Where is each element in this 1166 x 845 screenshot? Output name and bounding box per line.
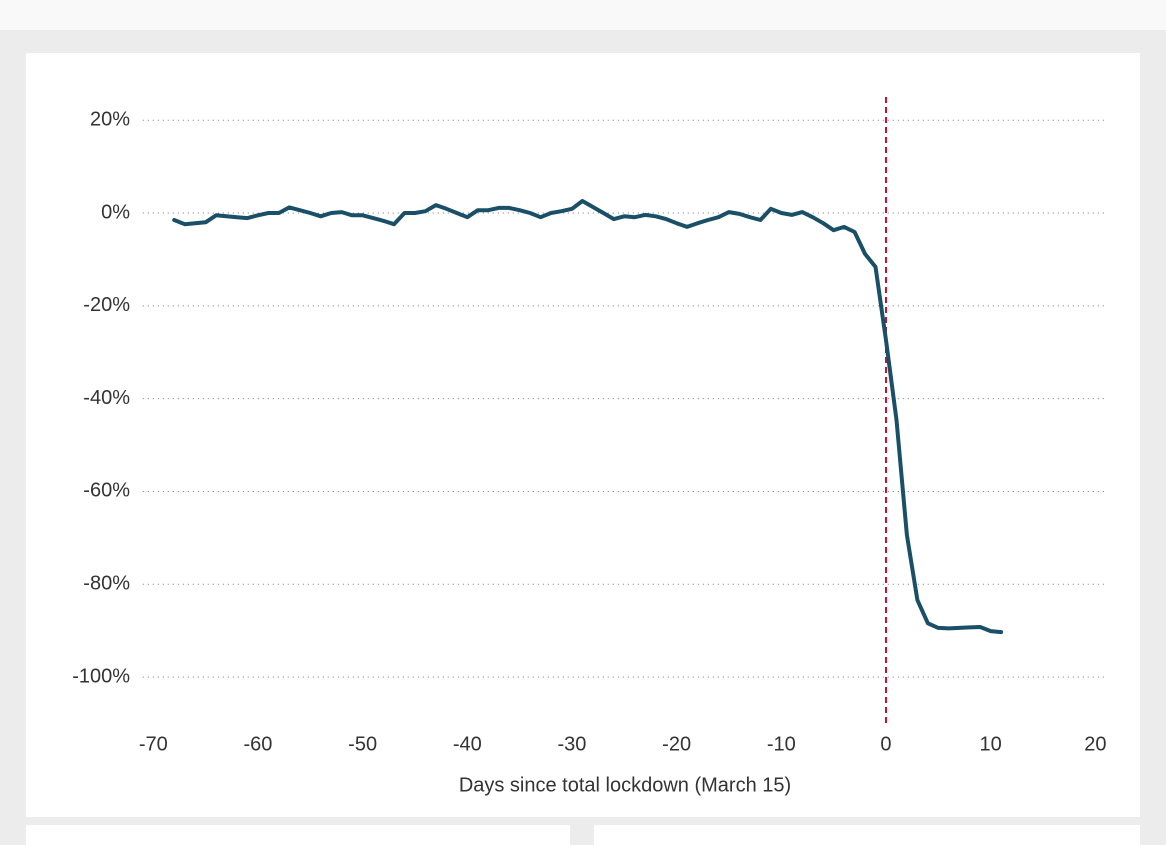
- x-tick-label: 10: [980, 733, 1002, 755]
- x-tick-label: -20: [662, 733, 691, 755]
- x-tick-label: 0: [880, 733, 891, 755]
- y-tick-label: 20%: [90, 108, 130, 130]
- y-tick-label: -60%: [83, 480, 130, 502]
- y-tick-label: -40%: [83, 387, 130, 409]
- x-tick-label: -30: [558, 733, 587, 755]
- x-tick-label: -40: [453, 733, 482, 755]
- x-tick-label: -70: [139, 733, 168, 755]
- x-tick-label: -10: [767, 733, 796, 755]
- x-tick-label: 20: [1084, 733, 1106, 755]
- y-tick-label: 0%: [101, 201, 130, 223]
- x-tick-label: -50: [348, 733, 377, 755]
- x-axis-label: Days since total lockdown (March 15): [459, 774, 791, 796]
- x-tick-label: -60: [243, 733, 272, 755]
- y-tick-label: -20%: [83, 294, 130, 316]
- series-line: [172, 199, 1004, 635]
- y-tick-label: -80%: [83, 573, 130, 595]
- y-tick-label: -100%: [72, 665, 130, 687]
- lower-panel: [594, 825, 1140, 845]
- top-strip: [0, 0, 1166, 30]
- chart-panel: [26, 53, 1140, 817]
- lower-panel: [26, 825, 570, 845]
